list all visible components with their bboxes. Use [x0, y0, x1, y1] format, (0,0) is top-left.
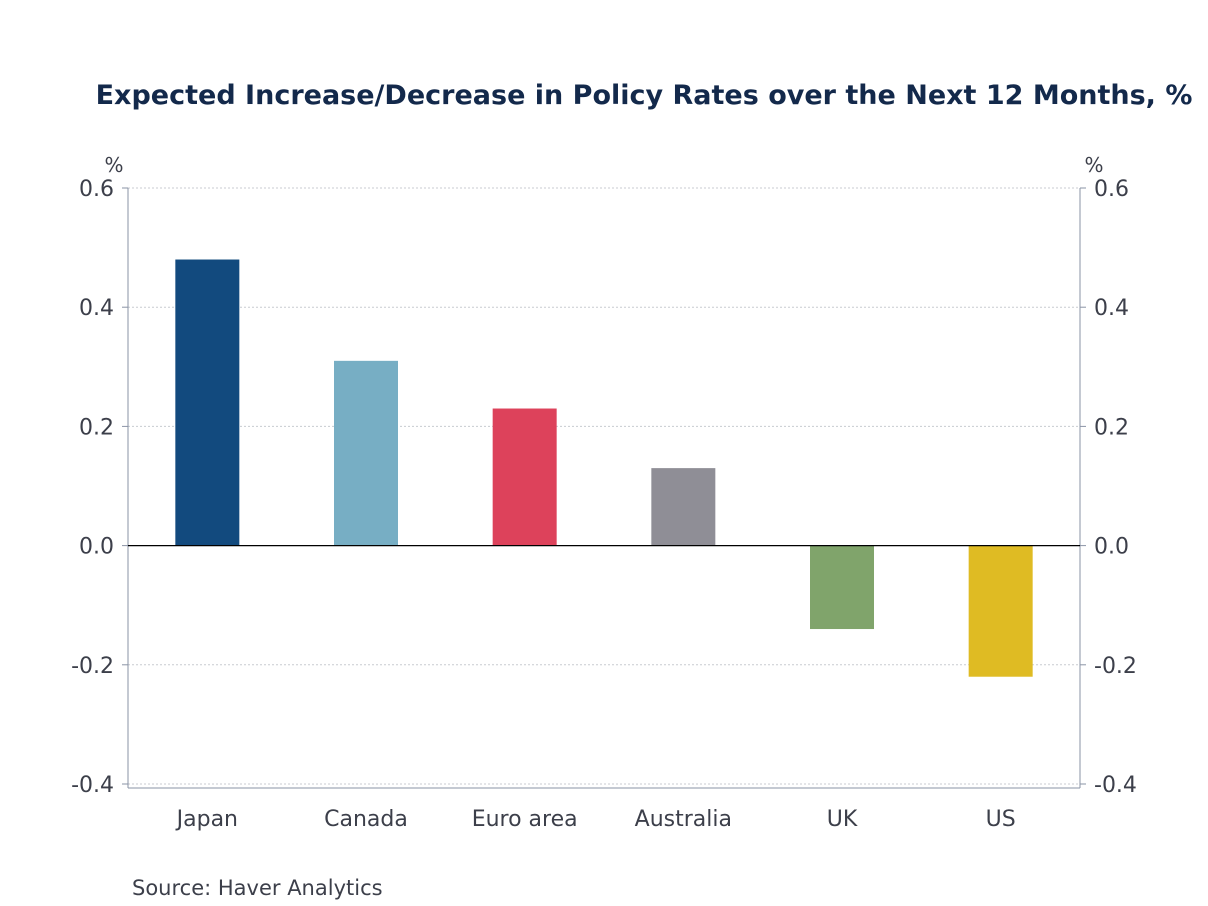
source-note: Source: Haver Analytics: [132, 876, 383, 900]
axes: [127, 188, 1081, 789]
category-label: Japan: [175, 807, 238, 832]
left-tick-label: -0.2: [71, 654, 114, 679]
right-tick-label: 0.2: [1094, 415, 1129, 440]
bar-australia: [651, 468, 716, 546]
category-label: UK: [827, 807, 858, 832]
bar-euro-area: [492, 408, 557, 546]
left-axis-unit: %: [104, 153, 123, 177]
right-y-axis-ticks: 0.6 0.4 0.2 0.0 -0.2 -0.4: [1080, 177, 1137, 798]
x-axis-categories: Japan Canada Euro area Australia UK US: [175, 807, 1016, 832]
right-tick-label: 0.0: [1094, 535, 1129, 560]
category-label: Australia: [635, 807, 732, 832]
right-axis-unit: %: [1084, 153, 1103, 177]
right-tick-label: -0.2: [1094, 654, 1137, 679]
bar-japan: [175, 259, 240, 546]
left-tick-label: 0.0: [79, 535, 114, 560]
chart-title: Expected Increase/Decrease in Policy Rat…: [96, 80, 1193, 111]
left-tick-label: 0.6: [79, 177, 114, 202]
left-tick-label: 0.2: [79, 415, 114, 440]
left-y-axis-ticks: 0.6 0.4 0.2 0.0 -0.2 -0.4: [71, 177, 128, 798]
left-tick-label: -0.4: [71, 773, 114, 798]
bar-uk: [810, 545, 874, 630]
right-tick-label: -0.4: [1094, 773, 1137, 798]
bar-us: [968, 545, 1033, 677]
right-tick-label: 0.4: [1094, 296, 1129, 321]
category-label: Canada: [324, 807, 408, 832]
left-tick-label: 0.4: [79, 296, 114, 321]
right-tick-label: 0.6: [1094, 177, 1129, 202]
gridlines: [128, 187, 1080, 785]
category-label: US: [986, 807, 1016, 832]
bar-canada: [334, 360, 398, 546]
bars: [175, 259, 1033, 677]
category-label: Euro area: [472, 807, 578, 832]
